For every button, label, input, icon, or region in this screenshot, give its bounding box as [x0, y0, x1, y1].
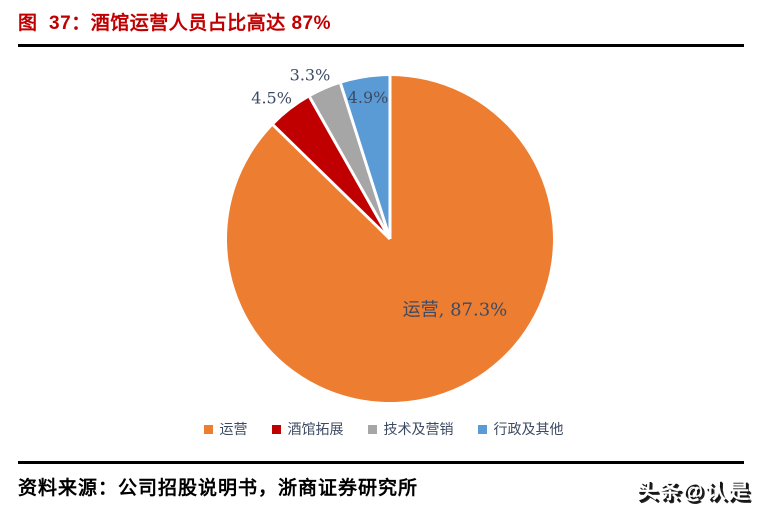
footer-rule — [18, 461, 744, 464]
legend: 运营 酒馆拓展 技术及营销 行政及其他 — [0, 419, 767, 439]
pie-label-3: 4.9% — [348, 88, 389, 107]
legend-swatch-icon — [203, 424, 213, 434]
pie-slice-1 — [273, 97, 390, 239]
slice-separator — [272, 124, 392, 241]
legend-label: 行政及其他 — [493, 422, 564, 438]
source-text: 资料来源：公司招股说明书，浙商证券研究所 — [18, 477, 419, 499]
pie-label-1: 4.5% — [251, 88, 292, 107]
pie-label-0: 运营, 87.3% — [403, 299, 508, 320]
legend-item-2: 技术及营销 — [367, 419, 454, 439]
legend-label: 酒馆拓展 — [287, 422, 344, 438]
pie-label-2: 3.3% — [290, 65, 331, 84]
legend-label: 技术及营销 — [383, 422, 454, 438]
title-rule — [18, 44, 744, 47]
figure-title: 图 37：酒馆运营人员占比高达 87% — [18, 13, 331, 34]
legend-item-0: 运营 — [203, 419, 248, 439]
legend-swatch-icon — [477, 424, 487, 434]
legend-label: 运营 — [219, 422, 248, 438]
watermark: 头条@认是 — [636, 480, 751, 503]
slice-separator — [308, 96, 392, 240]
legend-item-1: 酒馆拓展 — [271, 419, 344, 439]
legend-item-3: 行政及其他 — [477, 419, 564, 439]
legend-swatch-icon — [367, 424, 377, 434]
pie-slice-2 — [309, 83, 390, 239]
legend-swatch-icon — [271, 424, 281, 434]
slice-separator — [339, 83, 392, 240]
